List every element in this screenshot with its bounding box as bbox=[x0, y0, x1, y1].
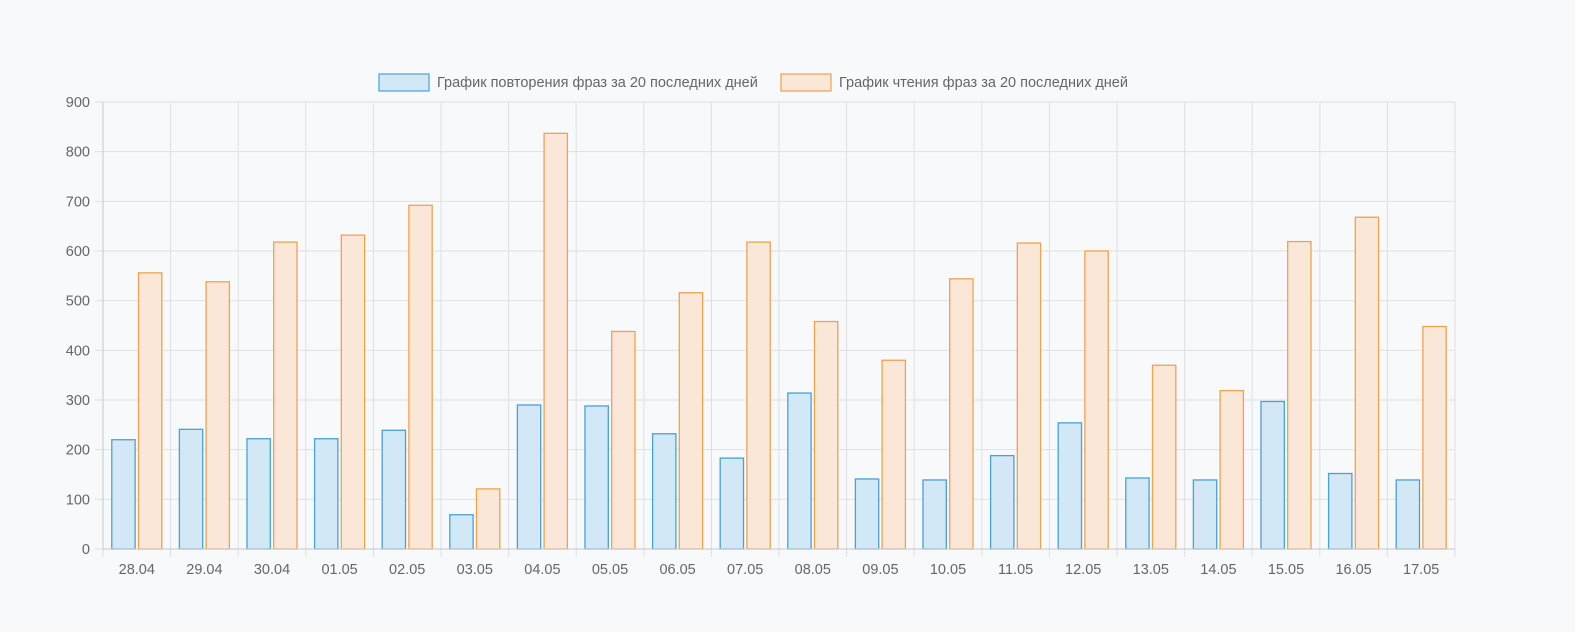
bar-repetition-30.04[interactable] bbox=[246, 438, 271, 550]
x-tick-label: 06.05 bbox=[659, 562, 695, 578]
bar-repetition-03.05[interactable] bbox=[449, 514, 474, 550]
bar-repetition-07.05[interactable] bbox=[719, 457, 745, 550]
grid bbox=[95, 101, 1456, 557]
bar-reading-11.05[interactable] bbox=[1016, 242, 1042, 550]
bar-reading-12.05[interactable] bbox=[1084, 250, 1109, 550]
x-tick-label: 08.05 bbox=[795, 562, 831, 578]
bar-repetition-02.05[interactable] bbox=[381, 429, 407, 550]
bar-repetition-16.05[interactable] bbox=[1327, 472, 1353, 550]
bar-reading-02.05[interactable] bbox=[408, 204, 433, 550]
y-tick-label: 800 bbox=[66, 145, 90, 161]
y-tick-label: 200 bbox=[66, 443, 90, 459]
legend-label-reading: График чтения фраз за 20 последних дней bbox=[839, 75, 1128, 91]
y-tick-label: 100 bbox=[66, 492, 90, 508]
y-tick-label: 500 bbox=[66, 294, 90, 310]
x-tick-label: 02.05 bbox=[389, 562, 425, 578]
y-tick-label: 0 bbox=[82, 542, 90, 558]
bar-repetition-28.04[interactable] bbox=[111, 439, 136, 550]
x-tick-label: 01.05 bbox=[321, 562, 357, 578]
bar-reading-14.05[interactable] bbox=[1219, 389, 1245, 550]
bar-reading-30.04[interactable] bbox=[273, 241, 298, 550]
bar-reading-03.05[interactable] bbox=[475, 488, 501, 550]
x-tick-label: 16.05 bbox=[1335, 562, 1371, 578]
legend-item-repetition[interactable]: График повторения фраз за 20 последних д… bbox=[378, 73, 758, 92]
x-tick-label: 10.05 bbox=[930, 562, 966, 578]
bar-repetition-13.05[interactable] bbox=[1125, 477, 1150, 550]
x-tick-label: 29.04 bbox=[186, 562, 222, 578]
bar-repetition-05.05[interactable] bbox=[584, 405, 609, 550]
bar-reading-01.05[interactable] bbox=[340, 234, 366, 550]
y-tick-label: 700 bbox=[66, 194, 90, 210]
y-tick-label: 300 bbox=[66, 393, 90, 409]
y-tick-label: 900 bbox=[66, 95, 90, 111]
x-tick-label: 03.05 bbox=[457, 562, 493, 578]
bar-reading-16.05[interactable] bbox=[1354, 216, 1380, 550]
legend-swatch-reading bbox=[780, 73, 832, 92]
legend-label-repetition: График повторения фраз за 20 последних д… bbox=[437, 75, 758, 91]
bar-reading-07.05[interactable] bbox=[746, 241, 771, 550]
bar-reading-08.05[interactable] bbox=[813, 320, 839, 550]
bar-reading-15.05[interactable] bbox=[1287, 240, 1312, 550]
legend[interactable]: График повторения фраз за 20 последних д… bbox=[378, 73, 1128, 92]
bar-reading-06.05[interactable] bbox=[678, 292, 704, 550]
bar-repetition-06.05[interactable] bbox=[651, 433, 677, 550]
x-tick-label: 28.04 bbox=[119, 562, 155, 578]
bar-repetition-01.05[interactable] bbox=[313, 438, 339, 550]
bar-reading-05.05[interactable] bbox=[611, 330, 636, 550]
x-tick-label: 13.05 bbox=[1133, 562, 1169, 578]
bar-reading-29.04[interactable] bbox=[205, 281, 231, 550]
bar-reading-28.04[interactable] bbox=[137, 272, 163, 550]
x-tick-label: 15.05 bbox=[1268, 562, 1304, 578]
y-tick-label: 400 bbox=[66, 343, 90, 359]
bar-repetition-09.05[interactable] bbox=[854, 478, 880, 550]
bar-repetition-12.05[interactable] bbox=[1057, 422, 1083, 550]
bar-reading-17.05[interactable] bbox=[1422, 325, 1447, 550]
x-tick-label: 17.05 bbox=[1403, 562, 1439, 578]
bar-repetition-11.05[interactable] bbox=[989, 454, 1015, 550]
y-tick-label: 600 bbox=[66, 244, 90, 260]
x-tick-label: 30.04 bbox=[254, 562, 290, 578]
bar-repetition-10.05[interactable] bbox=[922, 479, 947, 550]
legend-swatch-repetition bbox=[378, 73, 430, 92]
legend-item-reading[interactable]: График чтения фраз за 20 последних дней bbox=[780, 73, 1128, 92]
bar-repetition-17.05[interactable] bbox=[1395, 479, 1421, 550]
bar-repetition-14.05[interactable] bbox=[1192, 479, 1218, 550]
x-tick-label: 14.05 bbox=[1200, 562, 1236, 578]
bar-reading-09.05[interactable] bbox=[881, 359, 907, 550]
axes: 0 100 200 300 400 500 600 700 800 900 28.04 29.04 30… bbox=[66, 95, 1455, 578]
x-tick-label: 12.05 bbox=[1065, 562, 1101, 578]
bar-reading-10.05[interactable] bbox=[949, 278, 974, 550]
bar-reading-04.05[interactable] bbox=[543, 132, 569, 550]
x-tick-label: 04.05 bbox=[524, 562, 560, 578]
x-tick-label: 05.05 bbox=[592, 562, 628, 578]
bars bbox=[111, 132, 1447, 550]
bar-repetition-29.04[interactable] bbox=[178, 428, 204, 550]
x-tick-label: 09.05 bbox=[862, 562, 898, 578]
x-tick-label: 07.05 bbox=[727, 562, 763, 578]
bar-repetition-08.05[interactable] bbox=[787, 392, 812, 550]
bar-reading-13.05[interactable] bbox=[1151, 364, 1177, 550]
x-tick-label: 11.05 bbox=[998, 562, 1033, 578]
bar-repetition-15.05[interactable] bbox=[1260, 400, 1285, 550]
bar-repetition-04.05[interactable] bbox=[516, 404, 542, 550]
